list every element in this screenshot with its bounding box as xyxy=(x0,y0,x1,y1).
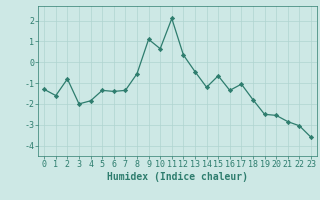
X-axis label: Humidex (Indice chaleur): Humidex (Indice chaleur) xyxy=(107,172,248,182)
